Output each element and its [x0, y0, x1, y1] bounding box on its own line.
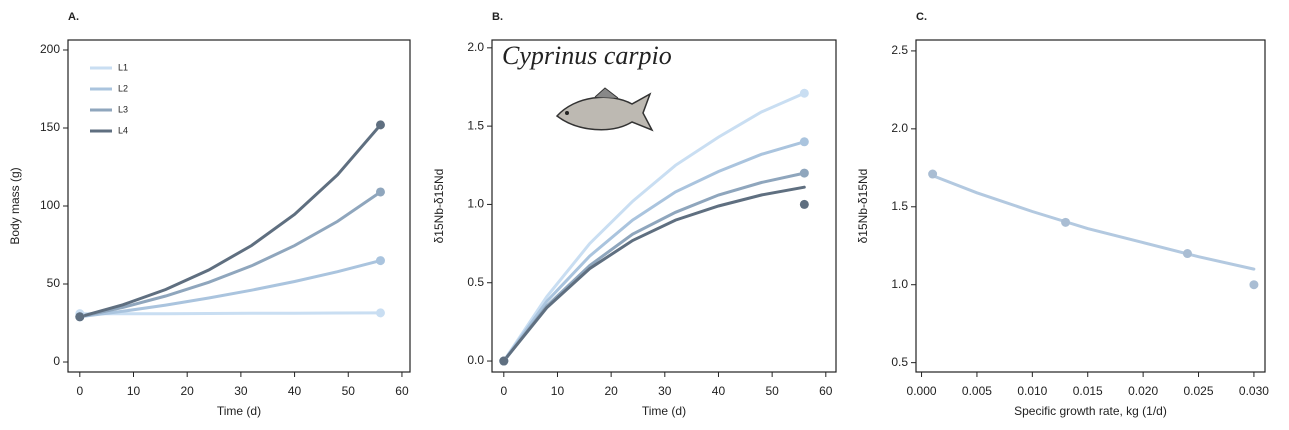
y-tick-label: 0.5: [891, 355, 908, 369]
x-tick-label: 0.015: [1073, 384, 1103, 398]
x-tick-label: 10: [551, 384, 565, 398]
end-marker: [375, 256, 385, 266]
legend-label: L3: [118, 104, 128, 114]
x-tick-label: 60: [395, 384, 409, 398]
y-tick-label: 0: [53, 354, 60, 368]
y-tick-label: 100: [40, 198, 60, 212]
plot-frame: [491, 39, 837, 373]
series-line: [78, 190, 382, 319]
y-tick-label: 2.5: [891, 43, 908, 57]
x-tick-label: 30: [234, 384, 248, 398]
data-point: [1182, 249, 1192, 259]
y-axis-label: δ15Nb-δ15Nd: [856, 169, 870, 244]
y-tick-label: 1.5: [891, 199, 908, 213]
x-tick-label: 30: [658, 384, 672, 398]
series-line: [502, 140, 806, 363]
data-point: [799, 199, 809, 209]
end-marker: [375, 187, 385, 197]
end-marker: [375, 120, 385, 130]
panel-label: C.: [916, 11, 927, 23]
y-axis-label: Body mass (g): [8, 167, 22, 244]
series-line: [931, 174, 1256, 271]
data-point: [1061, 217, 1071, 227]
plot-frame: [915, 39, 1266, 373]
data-point: [1249, 280, 1259, 290]
data-point: [499, 356, 509, 366]
data-point: [799, 88, 809, 98]
end-marker: [75, 312, 85, 322]
y-tick-label: 2.0: [891, 121, 908, 135]
x-tick-label: 0.000: [907, 384, 937, 398]
legend-label: L4: [118, 125, 128, 135]
series-line: [78, 311, 382, 316]
x-axis-label: Time (d): [642, 404, 686, 418]
end-marker: [375, 308, 385, 318]
series-line: [502, 185, 806, 363]
series-line: [502, 91, 806, 363]
y-tick-label: 150: [40, 120, 60, 134]
series-line: [78, 259, 382, 319]
data-point: [928, 169, 938, 179]
x-tick-label: 0.025: [1184, 384, 1214, 398]
y-tick-label: 1.5: [467, 118, 484, 132]
panel-label: A.: [68, 11, 79, 23]
x-tick-label: 0.020: [1128, 384, 1158, 398]
data-point: [799, 137, 809, 147]
y-tick-label: 0.5: [467, 275, 484, 289]
data-point: [799, 168, 809, 178]
legend-label: L2: [118, 83, 128, 93]
y-tick-label: 1.0: [891, 277, 908, 291]
x-tick-label: 0.005: [962, 384, 992, 398]
x-tick-label: 10: [127, 384, 141, 398]
y-tick-label: 200: [40, 42, 60, 56]
legend-label: L1: [118, 62, 128, 72]
x-tick-label: 50: [342, 384, 356, 398]
x-tick-label: 0.010: [1017, 384, 1047, 398]
x-tick-label: 20: [604, 384, 618, 398]
y-tick-label: 0.0: [467, 353, 484, 367]
x-axis-label: Time (d): [217, 404, 261, 418]
x-axis-label: Specific growth rate, kg (1/d): [1014, 404, 1167, 418]
y-tick-label: 50: [47, 276, 61, 290]
series-line: [78, 123, 382, 319]
fish-icon: [555, 87, 654, 132]
series-line: [502, 171, 806, 363]
panel-label: B.: [492, 11, 503, 23]
x-tick-label: 60: [819, 384, 833, 398]
x-tick-label: 50: [765, 384, 779, 398]
x-tick-label: 20: [181, 384, 195, 398]
y-axis-label: δ15Nb-δ15Nd: [432, 169, 446, 244]
y-tick-label: 2.0: [467, 40, 484, 54]
x-tick-label: 0: [500, 384, 507, 398]
species-annotation: Cyprinus carpio: [502, 41, 672, 70]
y-tick-label: 1.0: [467, 197, 484, 211]
x-tick-label: 0: [76, 384, 83, 398]
x-tick-label: 40: [712, 384, 726, 398]
x-tick-label: 0.030: [1239, 384, 1269, 398]
x-tick-label: 40: [288, 384, 302, 398]
